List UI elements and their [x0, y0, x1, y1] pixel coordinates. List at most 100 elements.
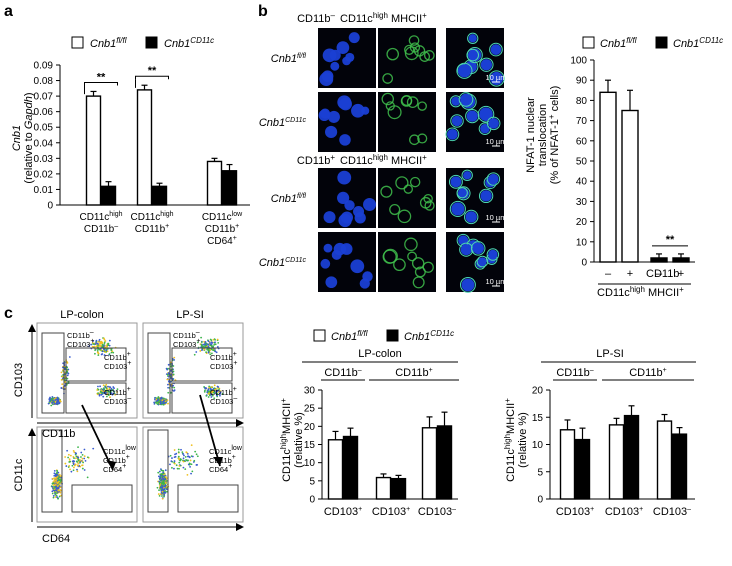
nucleus-merge: [451, 115, 463, 127]
flow-event: [55, 403, 58, 405]
flow-event: [189, 463, 191, 465]
nucleus-merge: [488, 118, 499, 129]
flow-event: [66, 374, 69, 377]
flow-event: [51, 477, 54, 480]
flow-event: [106, 393, 109, 395]
legend-sup-flfl-b: fl/fl: [626, 36, 636, 45]
nucleus: [337, 170, 352, 185]
flow-event: [68, 458, 71, 461]
micro-h2-cd11c-sup: high: [373, 153, 388, 162]
legend-swatch-cd11c-c: [386, 329, 399, 342]
flow-event: [82, 461, 85, 464]
flow-event: [79, 460, 82, 463]
flow-event: [51, 401, 53, 404]
panel-c-colon-title: LP-colon: [358, 348, 401, 360]
flow-event: [55, 397, 57, 399]
flow-event: [103, 338, 106, 341]
flow-event: [158, 494, 161, 497]
flow-event: [106, 389, 109, 392]
c-colon-ytick-label: 25: [304, 404, 316, 415]
a-ytick-label: 0.02: [34, 169, 54, 180]
flow-event: [160, 397, 163, 400]
b-bar: [599, 91, 617, 263]
micro-h2-cd11c: CD11c: [340, 155, 373, 167]
flow-event: [162, 400, 164, 403]
b-ytick-label: 20: [576, 217, 588, 228]
flow-event: [209, 344, 211, 347]
c2-yl-b: MHCII: [505, 403, 517, 434]
flow-event: [163, 485, 166, 488]
cell-membrane: [404, 46, 419, 61]
flow-event: [72, 462, 75, 465]
nucleus: [340, 243, 353, 255]
flow-event: [161, 490, 164, 493]
flow-event: [216, 390, 219, 393]
flow-event: [97, 343, 99, 345]
flow-event: [106, 350, 109, 353]
flow-event: [81, 464, 84, 467]
gate-low-b-sup: +: [126, 454, 130, 461]
nucleus-merge: [460, 93, 472, 106]
micro-row-label-base: Cnb1: [259, 117, 285, 129]
gate-label-1a-sup: –: [90, 329, 94, 336]
flow-event: [57, 491, 59, 493]
cell-merge: [476, 255, 489, 268]
nucleus: [361, 106, 370, 115]
svg-text:Cnb1CD11c: Cnb1CD11c: [404, 329, 454, 343]
flow-event: [167, 367, 170, 370]
a-xlabel-l1-base: CD11c: [130, 212, 160, 223]
flow-event: [92, 343, 95, 345]
cell-merge: [456, 187, 468, 199]
flow-event: [156, 399, 159, 402]
c-si-xlabel: CD103+: [605, 506, 643, 518]
gate-label-1b-base: CD103: [67, 340, 90, 349]
gate-label-3b-sup: –: [233, 395, 237, 402]
flow-event: [184, 456, 187, 458]
svg-text:CD11b+: CD11b+: [297, 153, 335, 167]
flow-event: [111, 393, 114, 396]
flow-event: [101, 343, 104, 346]
flow-event: [188, 456, 191, 459]
panel-c-si-ylabel: CD11chighMHCII+ (relative %): [503, 398, 529, 482]
flow-event: [163, 397, 165, 400]
a-bar: [136, 89, 153, 206]
flow-event: [214, 350, 217, 353]
a-sig-bracket: [135, 75, 169, 80]
cell-merge: [466, 48, 480, 62]
micro-h-mhcii: MHCII: [391, 13, 422, 25]
legend-label-flfl-b: Cnb1: [600, 38, 626, 50]
flow-event: [196, 455, 199, 458]
panel-label-b: b: [258, 3, 268, 20]
flow-event: [165, 367, 168, 370]
a-xlabel-l2: CD11b–: [84, 223, 118, 235]
flow-event: [97, 348, 99, 351]
nucleus: [363, 197, 377, 211]
flow-arrow-2: [199, 394, 221, 467]
flow-event: [106, 388, 109, 391]
a-xlabel-l2: CD11b+: [205, 223, 239, 235]
gate-label-3a: CD11b+: [104, 386, 131, 397]
svg-text:Cnb1CD11c: Cnb1CD11c: [673, 36, 723, 50]
flow-event: [57, 489, 60, 491]
flow-event: [67, 453, 70, 456]
micro-row-label: Cnb1fl/fl: [271, 53, 307, 65]
gate-label-1b: CD103+: [173, 338, 200, 349]
flow-event: [93, 345, 96, 348]
cell-membrane: [407, 251, 417, 262]
gate-label-1a-sup: –: [196, 329, 200, 336]
flow-event: [153, 402, 156, 405]
flow-event: [206, 348, 209, 351]
gate-label-2a: CD11b+: [104, 351, 131, 362]
flow-event: [184, 468, 187, 470]
flow-event: [95, 339, 98, 342]
flow-event: [92, 340, 95, 342]
flow-event: [48, 398, 51, 401]
flow-event: [57, 478, 60, 481]
flow-event: [91, 345, 94, 348]
nucleus-merge: [478, 257, 487, 266]
flow-event: [103, 387, 105, 389]
flow-event: [104, 351, 107, 354]
flow-event: [174, 453, 176, 456]
flow-event: [185, 451, 188, 454]
cell-merge: [486, 248, 500, 261]
